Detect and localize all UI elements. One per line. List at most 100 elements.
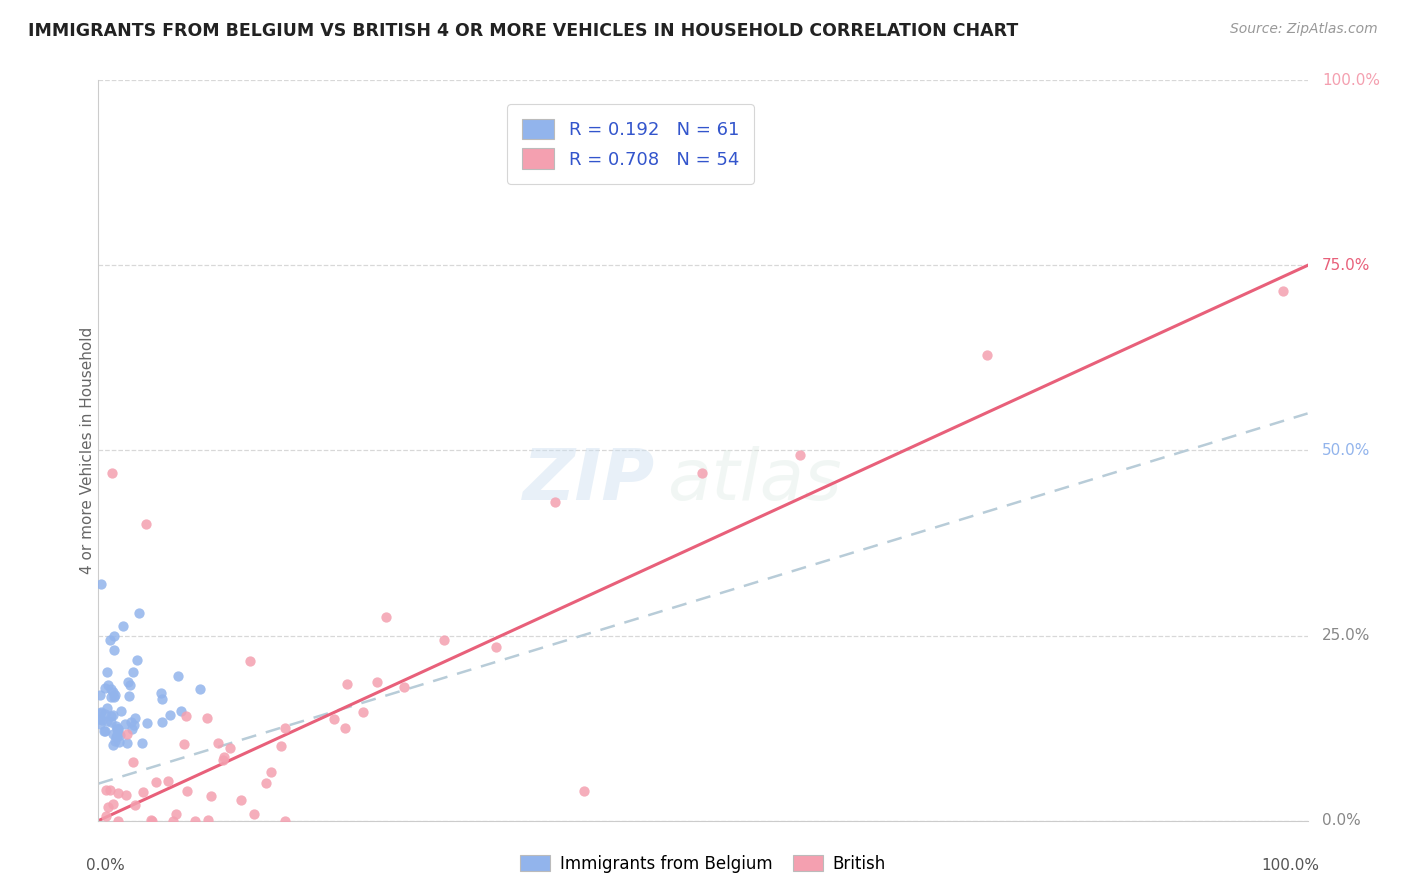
Point <box>219 740 242 755</box>
Point <box>96 665 118 680</box>
Text: atlas: atlas <box>666 446 841 515</box>
Legend: R = 0.192   N = 61, R = 0.708   N = 54: R = 0.192 N = 61, R = 0.708 N = 54 <box>508 104 754 184</box>
Point <box>433 633 456 648</box>
Point <box>141 814 163 828</box>
Point <box>195 711 218 725</box>
Point <box>260 765 283 780</box>
Point <box>101 797 124 811</box>
Point <box>124 710 146 724</box>
Point <box>197 813 219 827</box>
Point <box>115 736 138 750</box>
Point <box>242 806 264 821</box>
Point <box>336 677 359 691</box>
Point <box>107 814 129 828</box>
Point <box>254 775 277 789</box>
Point <box>200 789 222 803</box>
Point <box>105 722 128 736</box>
Point <box>89 712 111 726</box>
Point <box>108 734 131 748</box>
Point <box>90 576 112 591</box>
Point <box>150 691 173 706</box>
Text: 25.0%: 25.0% <box>1322 628 1371 643</box>
Point <box>167 669 190 683</box>
Point <box>120 678 142 692</box>
Point <box>173 738 195 752</box>
Point <box>89 716 111 731</box>
Point <box>94 681 117 695</box>
Point <box>544 495 567 509</box>
Point <box>101 708 124 723</box>
Point <box>131 736 153 750</box>
Point <box>101 738 124 752</box>
Point <box>89 706 111 720</box>
Point <box>135 517 157 532</box>
Point <box>104 734 127 748</box>
Text: 75.0%: 75.0% <box>1322 258 1371 273</box>
Point <box>572 784 595 798</box>
Point <box>110 704 132 718</box>
Point <box>121 755 143 769</box>
Point <box>394 680 416 694</box>
Point <box>127 653 149 667</box>
Point <box>121 665 143 679</box>
Point <box>91 713 114 727</box>
Text: 100.0%: 100.0% <box>1322 73 1381 87</box>
Point <box>690 467 713 481</box>
Point <box>111 619 134 633</box>
Point <box>100 681 122 696</box>
Point <box>131 785 153 799</box>
Point <box>97 678 120 692</box>
Point <box>188 682 211 697</box>
Point <box>115 788 138 802</box>
Point <box>105 719 128 733</box>
Text: 100.0%: 100.0% <box>1261 858 1320 872</box>
Text: 50.0%: 50.0% <box>1322 443 1371 458</box>
Point <box>976 348 998 362</box>
Point <box>93 723 115 738</box>
Point <box>150 715 173 730</box>
Point <box>108 728 131 742</box>
Point <box>93 706 115 721</box>
Point <box>98 632 121 647</box>
Point <box>103 727 125 741</box>
Point <box>333 721 356 735</box>
Point <box>485 640 508 654</box>
Point <box>103 628 125 642</box>
Point <box>98 783 121 797</box>
Y-axis label: 4 or more Vehicles in Household: 4 or more Vehicles in Household <box>80 326 94 574</box>
Point <box>105 728 128 742</box>
Point <box>101 685 124 699</box>
Point <box>96 701 118 715</box>
Point <box>94 783 117 797</box>
Point <box>239 654 262 668</box>
Point <box>121 722 143 736</box>
Text: 0.0%: 0.0% <box>86 858 125 872</box>
Point <box>124 718 146 732</box>
Point <box>145 774 167 789</box>
Point <box>96 714 118 729</box>
Point <box>323 712 346 726</box>
Point <box>104 688 127 702</box>
Point <box>207 736 229 750</box>
Point <box>212 753 235 767</box>
Point <box>270 739 292 753</box>
Point <box>107 727 129 741</box>
Point <box>162 814 184 828</box>
Point <box>94 723 117 738</box>
Text: IMMIGRANTS FROM BELGIUM VS BRITISH 4 OR MORE VEHICLES IN HOUSEHOLD CORRELATION C: IMMIGRANTS FROM BELGIUM VS BRITISH 4 OR … <box>28 22 1018 40</box>
Point <box>150 685 173 699</box>
Point <box>100 690 122 704</box>
Point <box>214 749 236 764</box>
Point <box>274 721 297 735</box>
Point <box>114 717 136 731</box>
Point <box>124 798 146 813</box>
Point <box>789 448 811 462</box>
Point <box>103 690 125 704</box>
Point <box>120 715 142 730</box>
Point <box>118 689 141 703</box>
Point <box>135 715 157 730</box>
Point <box>128 607 150 621</box>
Point <box>170 704 193 718</box>
Point <box>100 709 122 723</box>
Point <box>97 800 120 814</box>
